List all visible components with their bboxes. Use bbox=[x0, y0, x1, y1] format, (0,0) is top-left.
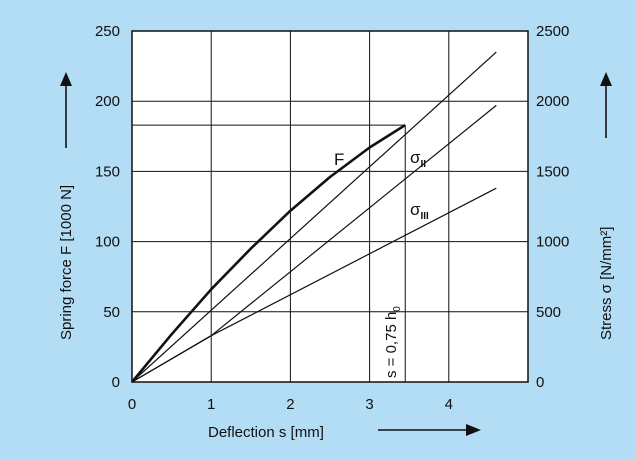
y-left-tick-label: 0 bbox=[112, 374, 120, 391]
deflection-annotation: s = 0,75 h0 bbox=[383, 306, 403, 378]
x-tick-label: 2 bbox=[286, 396, 294, 413]
y-left-tick-label: 250 bbox=[95, 23, 120, 40]
y-axis-label-right: Stress σ [N/mm²] bbox=[598, 227, 615, 340]
y-right-tick-label: 0 bbox=[536, 374, 544, 391]
x-axis-label: Deflection s [mm] bbox=[208, 424, 324, 441]
series-label-sigma-ii: σII bbox=[410, 148, 426, 170]
series-layer bbox=[130, 51, 497, 383]
x-tick-label: 0 bbox=[128, 396, 136, 413]
series-line-1 bbox=[130, 123, 406, 383]
grid bbox=[132, 31, 528, 382]
y-left-tick-label: 150 bbox=[95, 163, 120, 180]
series-line-4 bbox=[131, 187, 497, 383]
reference-lines bbox=[132, 124, 406, 382]
y-left-tick-label: 50 bbox=[103, 304, 120, 321]
y-right-tick-label: 2500 bbox=[536, 23, 569, 40]
x-tick-label: 3 bbox=[365, 396, 373, 413]
series-label-sigma-iii: σIII bbox=[410, 200, 429, 222]
y-right-tick-label: 1000 bbox=[536, 234, 569, 251]
series-label-f: F bbox=[334, 150, 344, 169]
y-right-arrow bbox=[600, 72, 612, 138]
x-tick-label: 4 bbox=[445, 396, 453, 413]
y-right-tick-label: 500 bbox=[536, 304, 561, 321]
y-right-tick-label: 1500 bbox=[536, 163, 569, 180]
y-left-tick-label: 200 bbox=[95, 93, 120, 110]
plot-area bbox=[131, 30, 529, 383]
x-tick-label: 1 bbox=[207, 396, 215, 413]
y-right-tick-label: 2000 bbox=[536, 93, 569, 110]
series-line-2 bbox=[131, 51, 497, 383]
x-axis-arrow bbox=[378, 424, 481, 436]
y-left-tick-label: 100 bbox=[95, 234, 120, 251]
y-left-arrow bbox=[60, 72, 72, 148]
y-axis-label-left: Spring force F [1000 N] bbox=[58, 185, 75, 340]
